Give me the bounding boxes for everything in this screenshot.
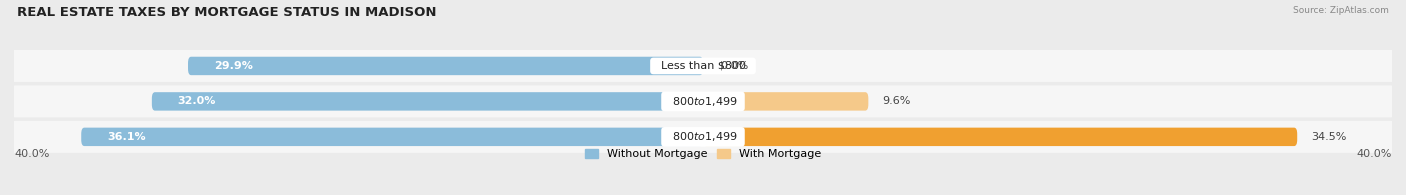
Text: 40.0%: 40.0% xyxy=(1357,149,1392,159)
Text: $800 to $1,499: $800 to $1,499 xyxy=(665,95,741,108)
FancyBboxPatch shape xyxy=(82,128,703,146)
Text: 9.6%: 9.6% xyxy=(882,96,911,106)
FancyBboxPatch shape xyxy=(8,121,1398,153)
FancyBboxPatch shape xyxy=(8,85,1398,117)
Text: Less than $800: Less than $800 xyxy=(654,61,752,71)
Text: 34.5%: 34.5% xyxy=(1310,132,1347,142)
FancyBboxPatch shape xyxy=(188,57,703,75)
FancyBboxPatch shape xyxy=(8,50,1398,82)
Legend: Without Mortgage, With Mortgage: Without Mortgage, With Mortgage xyxy=(581,144,825,164)
FancyBboxPatch shape xyxy=(703,128,1298,146)
Text: $800 to $1,499: $800 to $1,499 xyxy=(665,130,741,143)
Text: 32.0%: 32.0% xyxy=(177,96,217,106)
Text: REAL ESTATE TAXES BY MORTGAGE STATUS IN MADISON: REAL ESTATE TAXES BY MORTGAGE STATUS IN … xyxy=(17,6,436,19)
Text: 40.0%: 40.0% xyxy=(14,149,49,159)
Text: 36.1%: 36.1% xyxy=(107,132,146,142)
Text: 0.0%: 0.0% xyxy=(720,61,748,71)
FancyBboxPatch shape xyxy=(152,92,703,111)
Text: 29.9%: 29.9% xyxy=(214,61,253,71)
FancyBboxPatch shape xyxy=(703,92,869,111)
Text: Source: ZipAtlas.com: Source: ZipAtlas.com xyxy=(1294,6,1389,15)
